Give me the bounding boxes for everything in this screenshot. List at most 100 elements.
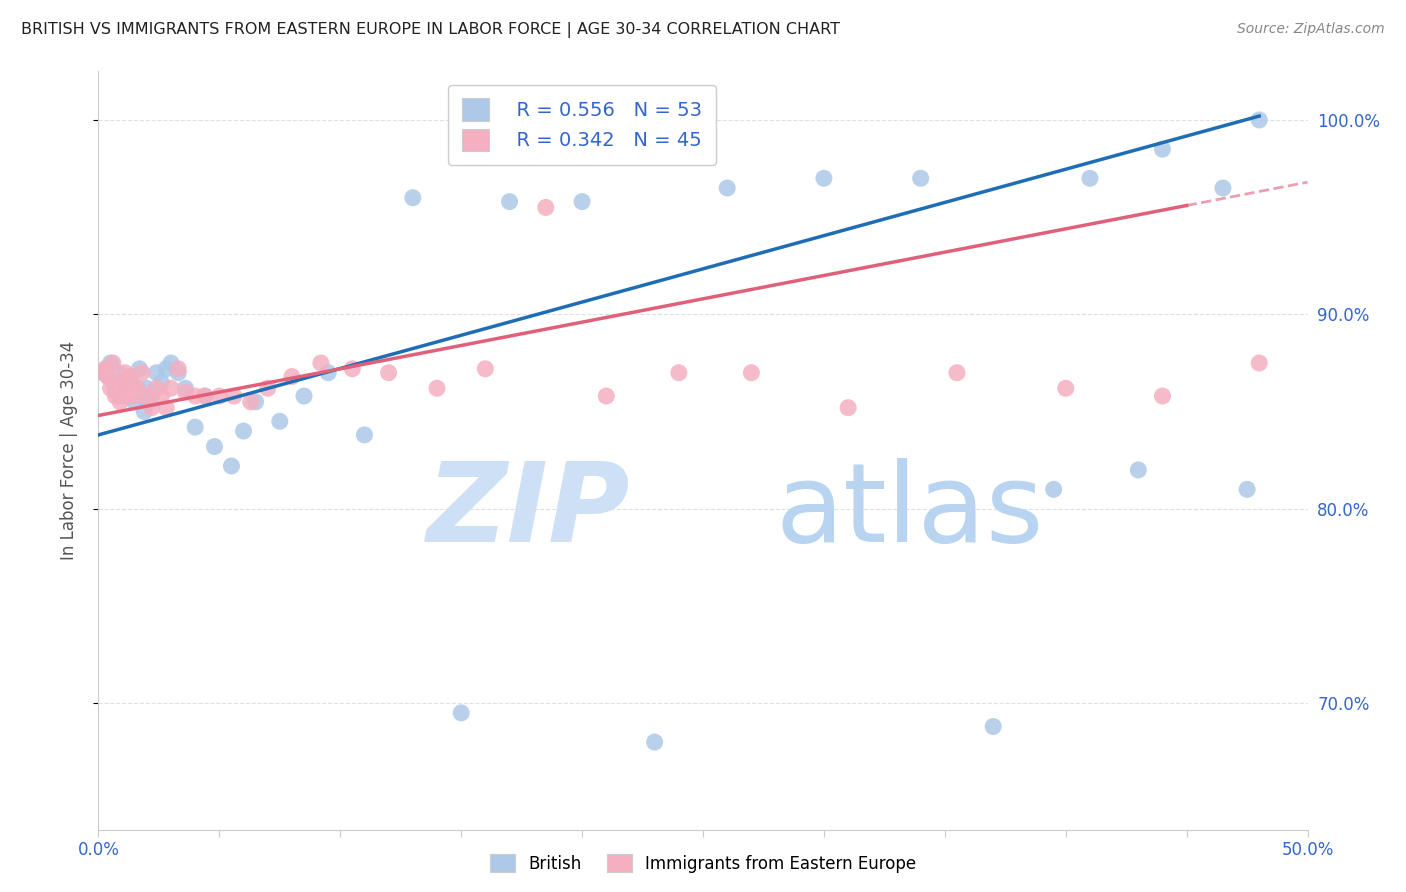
Point (1152, 389, 1174, 403)
Text: atlas: atlas (776, 458, 1045, 565)
Point (91, 366, 114, 380)
Point (450, 706, 472, 720)
Point (100, 356, 122, 370)
Point (124, 389, 146, 403)
Point (644, 735, 666, 749)
Point (155, 361, 177, 376)
Point (353, 428, 375, 442)
Point (111, 381, 134, 395)
Point (377, 366, 399, 380)
Point (309, 356, 332, 370)
Text: ZIP: ZIP (427, 458, 630, 565)
Point (534, 201, 557, 215)
Point (100, 381, 122, 395)
Point (138, 395, 160, 409)
Point (426, 381, 449, 395)
Point (104, 389, 127, 403)
Point (94, 361, 117, 376)
Point (167, 361, 190, 376)
Point (160, 356, 183, 370)
Point (121, 381, 143, 395)
Point (114, 381, 136, 395)
Point (117, 389, 139, 403)
Point (1054, 381, 1077, 395)
Point (118, 369, 141, 384)
Point (174, 381, 197, 395)
Point (167, 366, 190, 380)
Point (121, 381, 143, 395)
Point (150, 389, 173, 403)
Point (837, 401, 859, 415)
Point (114, 366, 136, 380)
Point (150, 376, 173, 390)
Point (292, 389, 315, 403)
Point (208, 389, 231, 403)
Point (1249, 356, 1271, 370)
Legend:   R = 0.556   N = 53,   R = 0.342   N = 45: R = 0.556 N = 53, R = 0.342 N = 45 (449, 85, 716, 165)
Point (104, 385, 127, 400)
Point (117, 389, 139, 403)
Point (221, 458, 243, 473)
Point (91, 366, 114, 380)
Point (108, 389, 131, 403)
Point (232, 424, 254, 438)
Point (184, 420, 207, 434)
Point (107, 376, 129, 390)
Point (131, 389, 153, 403)
Point (127, 381, 149, 395)
Point (402, 191, 425, 205)
Point (118, 369, 141, 384)
Point (101, 356, 124, 370)
Point (1042, 483, 1064, 497)
Point (131, 366, 153, 380)
Legend: British, Immigrants from Eastern Europe: British, Immigrants from Eastern Europe (484, 847, 922, 880)
Point (160, 381, 183, 395)
Y-axis label: In Labor Force | Age 30-34: In Labor Force | Age 30-34 (59, 341, 77, 560)
Point (194, 389, 217, 403)
Point (1236, 483, 1258, 497)
Point (194, 389, 217, 403)
Point (910, 171, 932, 186)
Point (97, 369, 120, 384)
Text: Source: ZipAtlas.com: Source: ZipAtlas.com (1237, 22, 1385, 37)
Point (1078, 171, 1101, 186)
Point (184, 389, 207, 403)
Point (134, 404, 156, 418)
Point (1212, 181, 1234, 195)
Point (124, 395, 146, 409)
Point (101, 376, 124, 390)
Point (716, 181, 738, 195)
Point (474, 361, 496, 376)
Point (256, 381, 278, 395)
Point (94, 361, 117, 376)
Point (595, 389, 617, 403)
Point (316, 366, 339, 380)
Point (981, 719, 1004, 733)
Point (281, 369, 304, 384)
Point (135, 381, 157, 395)
Point (571, 194, 593, 209)
Point (668, 366, 690, 380)
Point (145, 366, 167, 380)
Point (141, 389, 163, 403)
Point (946, 366, 969, 380)
Point (1249, 112, 1271, 127)
Point (135, 389, 157, 403)
Text: BRITISH VS IMMIGRANTS FROM EASTERN EUROPE IN LABOR FORCE | AGE 30-34 CORRELATION: BRITISH VS IMMIGRANTS FROM EASTERN EUROP… (21, 22, 841, 38)
Point (239, 395, 262, 409)
Point (108, 395, 131, 409)
Point (145, 381, 167, 395)
Point (342, 361, 364, 376)
Point (107, 366, 129, 380)
Point (128, 361, 150, 376)
Point (155, 401, 177, 415)
Point (97, 369, 120, 384)
Point (174, 385, 197, 400)
Point (141, 401, 163, 415)
Point (1128, 463, 1150, 477)
Point (269, 414, 291, 428)
Point (740, 366, 762, 380)
Point (111, 376, 134, 390)
Point (127, 381, 149, 395)
Point (245, 395, 267, 409)
